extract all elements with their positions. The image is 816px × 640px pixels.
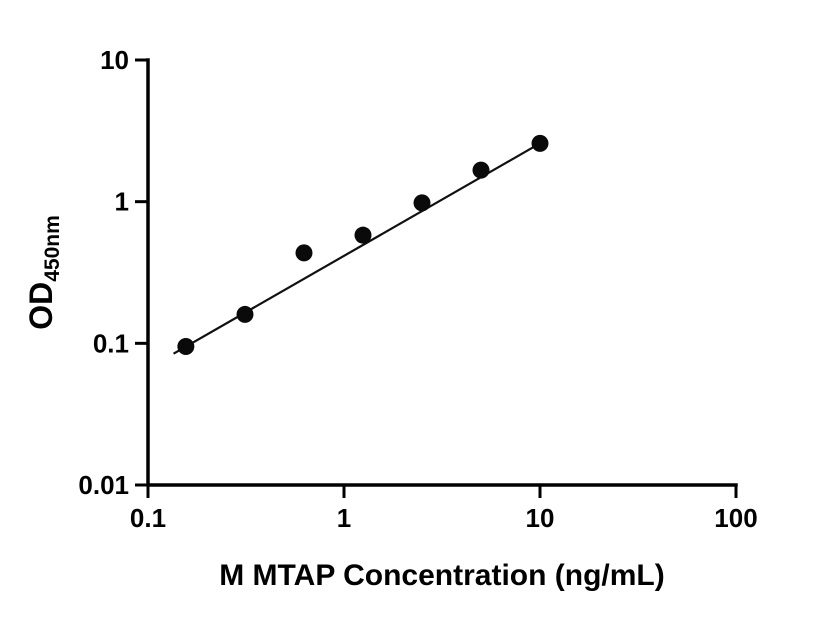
data-point (236, 305, 254, 323)
y-tick-label: 10 (100, 45, 129, 75)
y-tick-label: 1 (115, 187, 129, 217)
data-point (413, 194, 431, 212)
y-tick-label: 0.01 (78, 470, 129, 500)
x-axis-title: M MTAP Concentration (ng/mL) (219, 559, 665, 592)
x-tick-label: 10 (526, 503, 555, 533)
axes (146, 58, 738, 487)
x-tick-label: 100 (714, 503, 757, 533)
svg-text:OD450nm: OD450nm (23, 215, 64, 330)
data-point (531, 134, 549, 152)
fit-line (172, 142, 541, 355)
x-tick-label: 1 (337, 503, 351, 533)
x-tick-label: 0.1 (130, 503, 166, 533)
data-point (295, 244, 313, 262)
y-axis-title: OD450nm (23, 215, 64, 330)
data-point (472, 161, 490, 179)
data-point (354, 226, 372, 244)
data-point (177, 337, 195, 355)
y-tick-label: 0.1 (93, 328, 129, 358)
